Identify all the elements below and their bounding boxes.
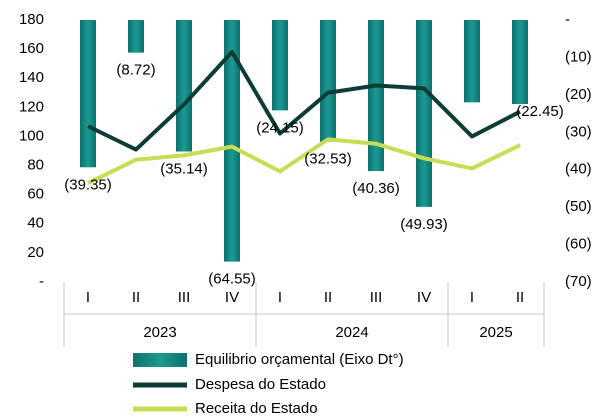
data-label: (40.36): [352, 180, 400, 197]
y-tick-label: 20: [27, 244, 44, 261]
bar: [272, 20, 288, 111]
bar: [224, 20, 240, 262]
data-label: (22.45): [516, 103, 564, 120]
y-tick-label: 60: [27, 186, 44, 203]
y-tick-label: 140: [19, 69, 44, 86]
bar: [176, 20, 192, 152]
line-series: [87, 137, 521, 185]
x-tick-label: IV: [225, 289, 239, 306]
y-tick-label: -: [39, 273, 44, 290]
y-tick-label: 80: [27, 157, 44, 174]
x-tick-label: I: [86, 289, 90, 306]
bar: [80, 20, 96, 168]
bar: [464, 20, 480, 103]
bar: [512, 20, 528, 105]
data-label: (32.53): [304, 151, 352, 168]
y-tick-label: 180: [19, 11, 44, 28]
x-tick-label: II: [132, 289, 140, 306]
y2-tick-label: (30): [565, 123, 592, 140]
line-series: [87, 50, 521, 152]
data-label: (24.15): [256, 119, 304, 136]
bar: [416, 20, 432, 207]
x-tick-label: I: [278, 289, 282, 306]
y2-tick-label: (50): [565, 198, 592, 215]
x-tick-label: IV: [417, 289, 431, 306]
y-tick-label: 160: [19, 40, 44, 57]
x-group-label: 2023: [143, 324, 176, 341]
y-tick-label: 100: [19, 127, 44, 144]
bar: [320, 20, 336, 142]
x-tick-label: I: [470, 289, 474, 306]
y2-tick-label: (70): [565, 273, 592, 290]
x-tick-label: II: [516, 289, 524, 306]
data-label: (49.93): [400, 216, 448, 233]
y2-tick-label: -: [565, 11, 570, 28]
legend-label: Despesa do Estado: [195, 376, 326, 393]
data-label: (64.55): [208, 271, 256, 288]
x-tick-label: III: [178, 289, 191, 306]
data-label: (35.14): [160, 160, 208, 177]
legend-label: Receita do Estado: [195, 400, 318, 417]
legend-swatch: [133, 353, 187, 367]
y-tick-label: 40: [27, 215, 44, 232]
y-tick-label: 120: [19, 98, 44, 115]
y2-tick-label: (10): [565, 48, 592, 65]
y2-tick-label: (60): [565, 236, 592, 253]
bar: [368, 20, 384, 172]
data-label: (39.35): [64, 176, 112, 193]
x-group-label: 2024: [335, 324, 368, 341]
data-label: (8.72): [116, 62, 155, 79]
bar: [128, 20, 144, 53]
x-tick-label: II: [324, 289, 332, 306]
y2-tick-label: (20): [565, 86, 592, 103]
x-tick-label: III: [370, 289, 383, 306]
y2-tick-label: (40): [565, 161, 592, 178]
legend-label: Equilibrio orçamental (Eixo Dt°): [195, 351, 404, 368]
x-group-label: 2025: [479, 324, 512, 341]
